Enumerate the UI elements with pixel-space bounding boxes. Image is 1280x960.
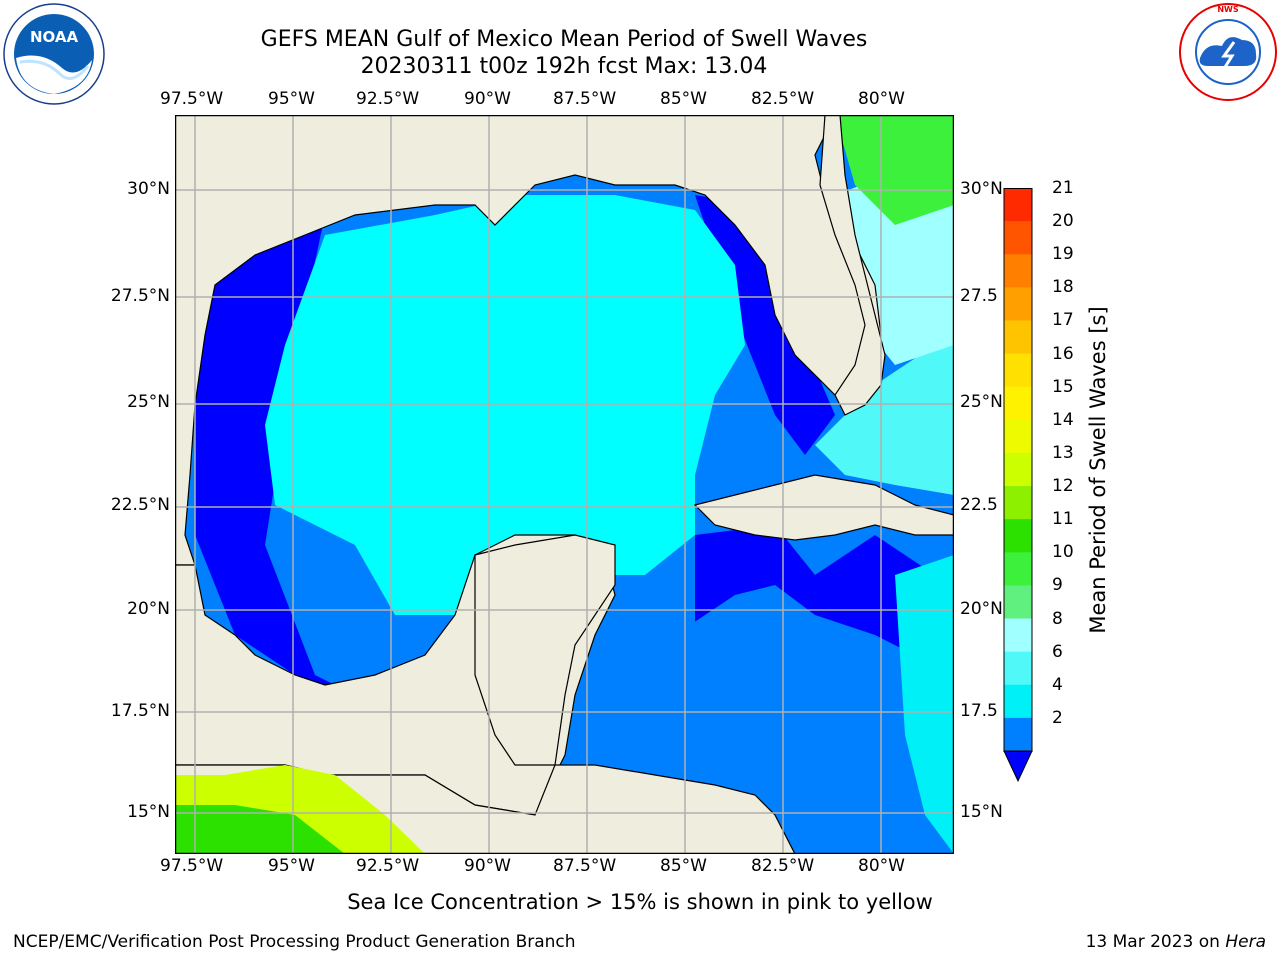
noaa-logo-text: NOAA (30, 28, 79, 46)
swell-zone-cyan-caribbean (895, 555, 954, 854)
colorbar-tick-label: 6 (1052, 641, 1063, 662)
footer-date: 13 Mar 2023 on Hera (1086, 932, 1266, 952)
lat-label-left: 27.5°N (110, 286, 170, 306)
lat-label-left: 20°N (127, 599, 170, 619)
lat-label-right: 27.5 (960, 286, 998, 306)
colorbar-segment (1004, 221, 1032, 255)
lon-label-top: 82.5°W (751, 89, 815, 109)
lat-label-right: 17.5 (960, 701, 998, 721)
lon-label-top: 92.5°W (356, 89, 420, 109)
colorbar-tick-label: 15 (1052, 376, 1074, 397)
colorbar-segment (1004, 717, 1032, 752)
colorbar-segment (1004, 486, 1032, 520)
lat-label-left: 17.5°N (110, 701, 170, 721)
swell-zone-mid-caribbean (575, 585, 954, 854)
colorbar-tick-label: 14 (1052, 409, 1074, 430)
lat-label-right: 15°N (960, 802, 1003, 822)
colorbar-tick-label: 4 (1052, 674, 1063, 695)
lon-label-bottom: 92.5°W (356, 856, 420, 876)
svg-text:NWS: NWS (1217, 5, 1239, 14)
lon-label-bottom: 90°W (464, 856, 511, 876)
lon-label-top: 90°W (464, 89, 511, 109)
map-title: GEFS MEAN Gulf of Mexico Mean Period of … (260, 27, 868, 52)
lat-label-left: 22.5°N (110, 495, 170, 515)
lat-label-right: 30°N (960, 179, 1003, 199)
colorbar-segment (1004, 552, 1032, 586)
sea-ice-note: Sea Ice Concentration > 15% is shown in … (347, 890, 933, 914)
lat-label-left: 30°N (127, 179, 170, 199)
colorbar-segment (1004, 684, 1032, 719)
colorbar-segment (1004, 452, 1032, 487)
lon-label-bottom: 87.5°W (553, 856, 617, 876)
colorbar-tick-label: 8 (1052, 608, 1063, 629)
colorbar-tick-label: 20 (1052, 211, 1074, 232)
colorbar-segment (1004, 386, 1032, 421)
lat-label-left: 25°N (127, 392, 170, 412)
colorbar-segment (1004, 188, 1032, 222)
colorbar-segment (1004, 651, 1032, 686)
lon-label-bottom: 82.5°W (751, 856, 815, 876)
lon-label-top: 80°W (858, 89, 905, 109)
land-us (175, 115, 882, 566)
colorbar-segment (1004, 585, 1032, 620)
colorbar-tick-label: 12 (1052, 476, 1074, 497)
lon-label-bottom: 80°W (858, 856, 905, 876)
colorbar-segment (1004, 287, 1032, 321)
colorbar (1003, 188, 1033, 783)
colorbar-segment (1004, 353, 1032, 388)
lon-label-top: 97.5°W (160, 89, 224, 109)
colorbar-tick-label: 17 (1052, 310, 1074, 331)
lon-label-top: 95°W (268, 89, 315, 109)
colorbar-tick-label: 9 (1052, 575, 1063, 596)
swell-zone-green-atlantic (835, 115, 954, 225)
colorbar-tick-label: 18 (1052, 277, 1074, 298)
colorbar-segment (1004, 254, 1032, 288)
lon-label-top: 85°W (660, 89, 707, 109)
colorbar-tick-label: 10 (1052, 542, 1074, 563)
colorbar-tick-label: 13 (1052, 442, 1074, 463)
land-yucatan (474, 534, 616, 766)
footer-host: Hera (1225, 932, 1266, 952)
colorbar-segment (1004, 618, 1032, 653)
colorbar-tick-label: 11 (1052, 509, 1074, 530)
colorbar-segment (1004, 519, 1032, 553)
lon-label-bottom: 97.5°W (160, 856, 224, 876)
lon-label-bottom: 85°W (660, 856, 707, 876)
colorbar-tick-label: 21 (1052, 178, 1074, 198)
map-subtitle: 20230311 t00z 192h fcst Max: 13.04 (360, 54, 768, 79)
colorbar-tick-label: 2 (1052, 707, 1063, 728)
colorbar-label: Mean Period of Swell Waves [s] (1086, 306, 1110, 634)
footer-credit: NCEP/EMC/Verification Post Processing Pr… (13, 932, 576, 952)
colorbar-extend-arrow (1003, 750, 1033, 783)
colorbar-segment (1004, 320, 1032, 355)
graticule (175, 115, 954, 854)
swell-zone-cyan-florida (815, 335, 954, 495)
colorbar-tick-label: 19 (1052, 244, 1074, 265)
lat-label-right: 22.5 (960, 495, 998, 515)
lat-label-right: 20°N (960, 599, 1003, 619)
lon-label-bottom: 95°W (268, 856, 315, 876)
lat-label-right: 25°N (960, 392, 1003, 412)
noaa-logo: NOAA (2, 2, 106, 110)
colorbar-segment (1004, 419, 1032, 454)
map-plot (175, 115, 954, 854)
lat-label-left: 15°N (127, 802, 170, 822)
footer-date-text: 13 Mar 2023 on (1085, 932, 1226, 952)
lon-label-top: 87.5°W (553, 89, 617, 109)
colorbar-tick-label: 16 (1052, 343, 1074, 364)
nws-logo: NWS (1178, 2, 1278, 106)
swell-zone-cyan-core (265, 195, 745, 615)
